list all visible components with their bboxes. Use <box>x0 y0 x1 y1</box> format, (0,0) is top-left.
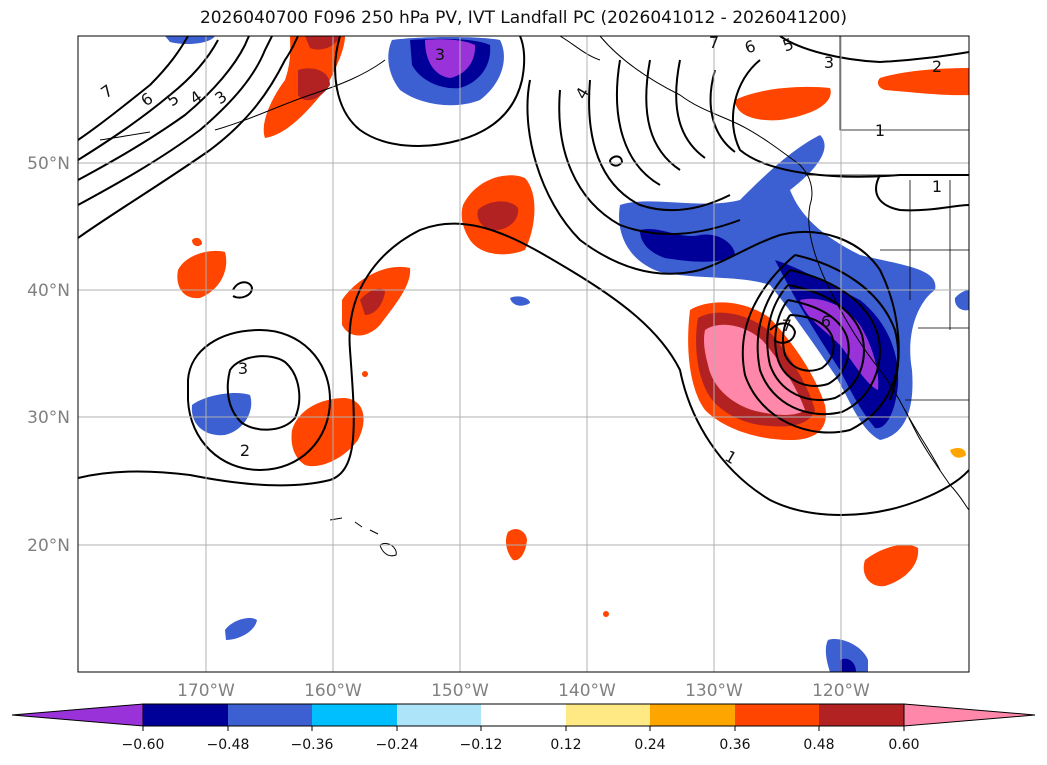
lat-label: 30°N <box>27 408 70 428</box>
colorbar-over-arrow <box>903 703 1036 727</box>
ivt-contours <box>78 36 969 516</box>
colorbar-bin <box>735 704 819 726</box>
contour-label: 6 <box>821 312 831 331</box>
colorbar: −0.60 −0.48 −0.36 −0.24 −0.12 0.12 0.24 … <box>11 703 1036 753</box>
map-title: 2026040700 F096 250 hPa PV, IVT Landfall… <box>199 8 847 28</box>
longitude-labels: 170°W 160°W 150°W 140°W 130°W 120°W <box>177 681 870 701</box>
contour-label: 7 <box>782 316 792 335</box>
colorbar-tick-label: 0.48 <box>803 737 834 753</box>
lat-label: 20°N <box>27 536 70 556</box>
colorbar-tick-label: 0.36 <box>719 737 750 753</box>
contour-label: 2 <box>240 441 250 460</box>
colorbar-bin <box>397 704 481 726</box>
colorbar-tick-label: 0.24 <box>634 737 665 753</box>
lon-label: 150°W <box>431 681 489 701</box>
coastlines <box>99 36 969 557</box>
colorbar-bin <box>228 704 312 726</box>
contour-label: 2 <box>932 57 942 76</box>
contour-label: 7 <box>709 33 719 52</box>
colorbar-bin <box>819 704 904 726</box>
colorbar-bin <box>481 704 566 726</box>
colorbar-tick-label: −0.24 <box>376 737 419 753</box>
colorbar-bin <box>650 704 735 726</box>
contour-label: 1 <box>932 177 942 196</box>
contour-label: 3 <box>824 53 834 72</box>
colorbar-tick-label: 0.60 <box>888 737 919 753</box>
map-frame <box>77 35 970 673</box>
gridlines <box>78 36 969 672</box>
colorbar-bin <box>143 704 228 726</box>
colorbar-bin <box>566 704 650 726</box>
colorbar-tick-label: −0.36 <box>291 737 334 753</box>
colorbar-tick-label: −0.60 <box>122 737 165 753</box>
lon-label: 120°W <box>812 681 870 701</box>
colorbar-tick-label: −0.48 <box>207 737 250 753</box>
contour-label: 1 <box>875 121 885 140</box>
colorbar-tick-label: −0.12 <box>460 737 503 753</box>
negative-pv-shading <box>165 36 969 672</box>
colorbar-bin <box>312 704 397 726</box>
lat-label: 40°N <box>27 281 70 301</box>
lon-label: 160°W <box>304 681 362 701</box>
lat-label: 50°N <box>27 154 70 174</box>
lon-label: 170°W <box>177 681 235 701</box>
contour-label: 3 <box>238 359 248 378</box>
colorbar-under-arrow <box>11 703 144 727</box>
colorbar-ticks <box>142 726 905 731</box>
map-panel <box>78 36 969 672</box>
contour-label: 3 <box>435 45 445 64</box>
lon-label: 140°W <box>558 681 616 701</box>
lon-label: 130°W <box>685 681 743 701</box>
colorbar-tick-label: 0.12 <box>550 737 581 753</box>
latitude-labels: 50°N 40°N 30°N 20°N <box>27 154 70 556</box>
